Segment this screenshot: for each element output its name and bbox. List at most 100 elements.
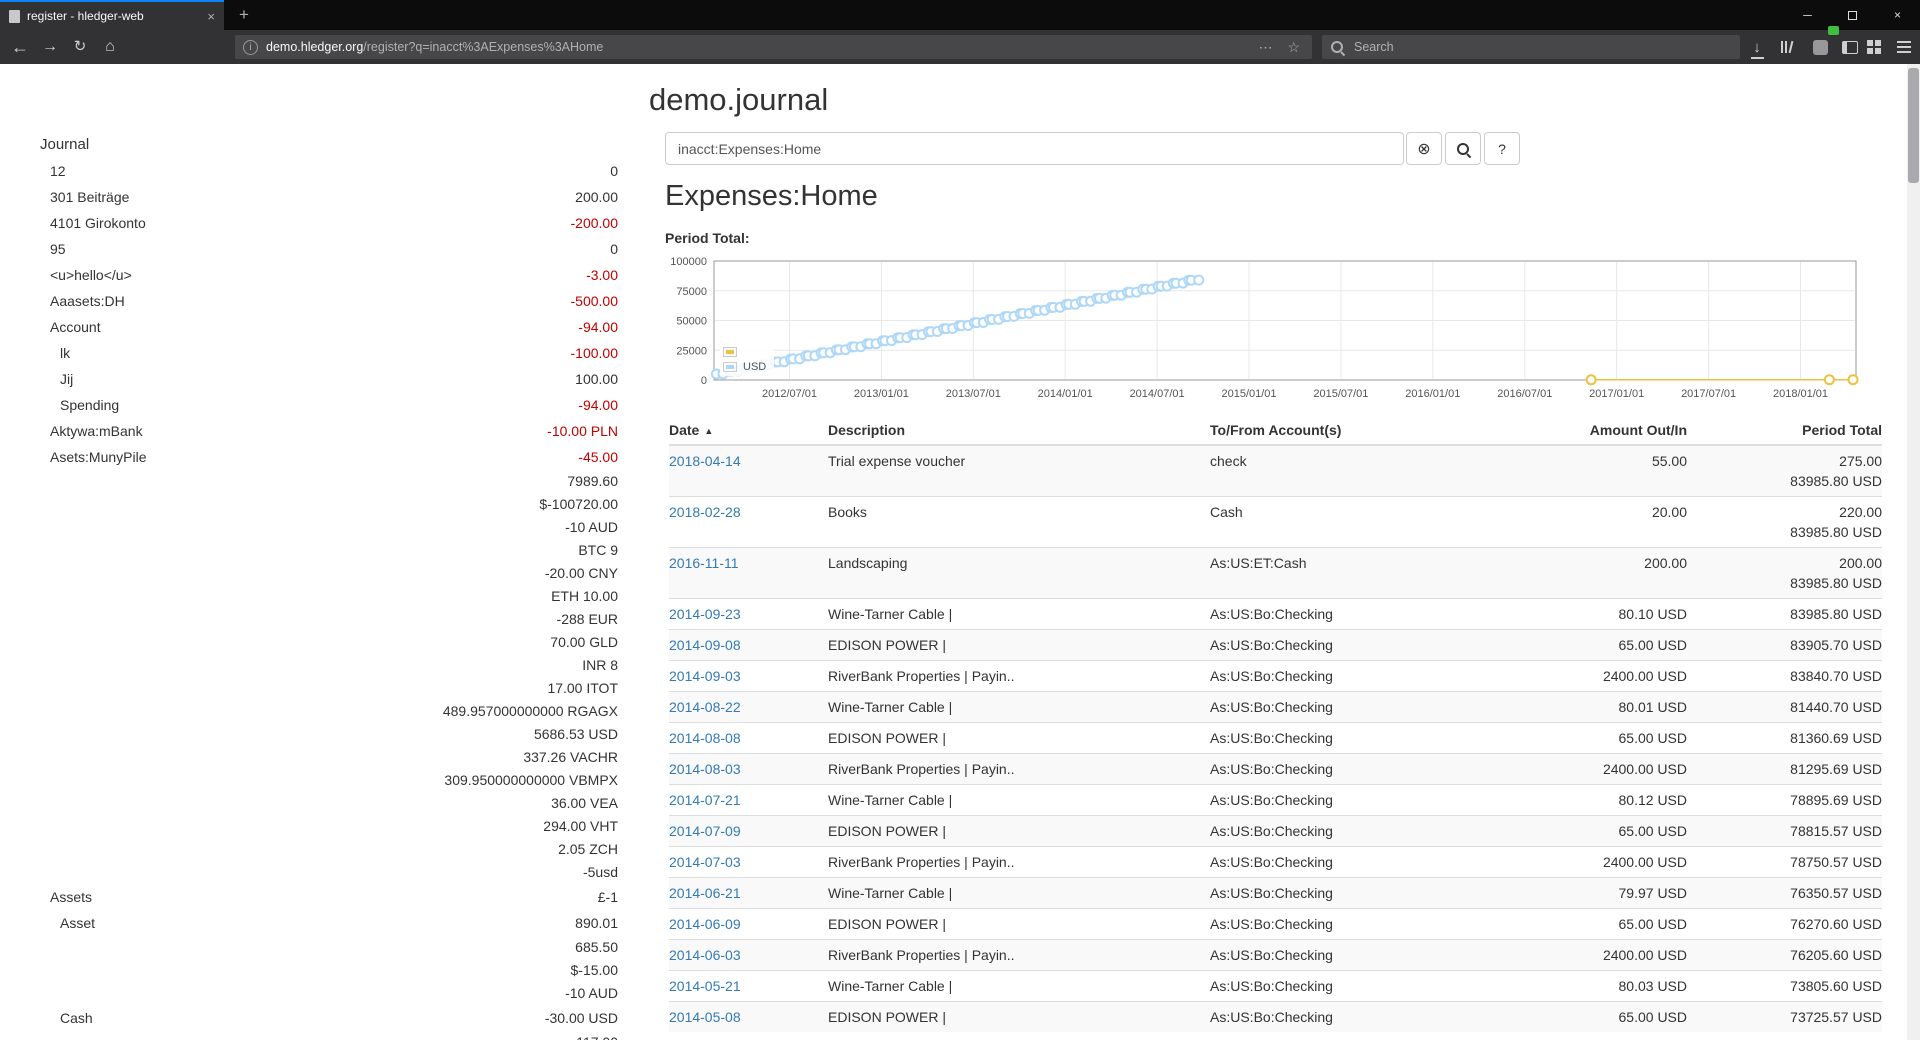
sidebar-account-balance: 0 [610, 163, 618, 179]
sidebar-account-link[interactable]: 301 Beiträge [50, 189, 130, 205]
extension-icon [1812, 39, 1828, 55]
reload-button[interactable]: ↻ [73, 38, 87, 55]
sidebar-account-link[interactable]: <u>hello</u> [50, 267, 132, 283]
register-row: 2014-07-09 EDISON POWER | As:US:Bo:Checkin… [669, 815, 1882, 847]
transaction-date-link[interactable]: 2014-09-08 [669, 637, 741, 653]
chart-canvas: 0 25000 50000 75000 100000 2012/07/01 2013/01/… [670, 256, 1859, 400]
browser-tab[interactable]: register - hledger-web × [0, 0, 224, 30]
sidebar-account-link[interactable]: Assets [50, 889, 93, 905]
transaction-amount: 200.00 [1540, 547, 1687, 599]
downloads-button[interactable]: ↓ [1743, 30, 1771, 64]
tab-title: register - hledger-web [27, 9, 144, 23]
scrollbar-thumb[interactable] [1908, 68, 1919, 183]
transaction-date-link[interactable]: 2018-02-28 [669, 504, 741, 520]
transaction-description: Books [828, 496, 1210, 548]
transaction-date-link[interactable]: 2014-07-09 [669, 823, 741, 839]
menu-button[interactable] [1890, 30, 1918, 64]
bookmark-star-icon[interactable]: ☆ [1287, 38, 1300, 55]
page-actions-icon[interactable]: ⋯ [1258, 38, 1273, 55]
sidebar-account-link[interactable]: Asset [60, 915, 96, 931]
sidebar-account-balance: -94.00 [578, 397, 618, 413]
sidebar-account-link[interactable]: 4101 Girokonto [50, 215, 146, 231]
sidebar-journal-link[interactable]: Journal [40, 136, 90, 153]
transaction-amount: 55.00 [1540, 444, 1687, 497]
period-total: 83840.70 USD [1687, 660, 1882, 692]
sidebar-row: $-100720.00 [40, 493, 618, 516]
sidebar-account-link[interactable]: 12 [50, 163, 66, 179]
window-maximize-button[interactable] [1830, 0, 1875, 30]
page-scrollbar[interactable] [1907, 64, 1920, 1040]
sidebar-account-link[interactable]: Aaasets:DH [50, 293, 125, 309]
transaction-date-link[interactable]: 2014-06-21 [669, 885, 741, 901]
transaction-amount: 2400.00 USD [1540, 939, 1687, 971]
transaction-date-link[interactable]: 2018-04-14 [669, 453, 741, 469]
window-controls: ─ × [1785, 0, 1920, 30]
sidebar-account-balance: -10.00 PLN [547, 423, 618, 439]
sidebar-account-link[interactable]: Aktywa:mBank [50, 423, 143, 439]
sidebar-account-link[interactable]: lk [60, 345, 71, 361]
transaction-date-link[interactable]: 2014-06-09 [669, 916, 741, 932]
url-bar[interactable]: i demo.hledger.org /register?q=inacct%3A… [235, 35, 1312, 59]
library-button[interactable] [1773, 30, 1801, 64]
transaction-date-link[interactable]: 2014-07-03 [669, 854, 741, 870]
home-button[interactable]: ⌂ [105, 38, 115, 55]
sort-ascending-icon: ▲ [704, 426, 714, 436]
window-close-button[interactable]: × [1893, 8, 1901, 22]
window-minimize-button[interactable]: ─ [1803, 8, 1812, 22]
sidebar-account-balance: 7989.60 [567, 473, 618, 489]
transaction-date-link[interactable]: 2014-05-21 [669, 978, 741, 994]
svg-text:2018/01/01: 2018/01/01 [1773, 388, 1828, 400]
help-button[interactable]: ? [1484, 132, 1520, 165]
register-heading: Expenses:Home [665, 180, 878, 212]
sidebar-account-link[interactable]: Jij [60, 371, 74, 387]
clear-query-button[interactable]: ⊗ [1406, 132, 1442, 165]
transaction-amount: 80.10 USD [1540, 598, 1687, 630]
transaction-amount: 79.97 USD [1540, 877, 1687, 909]
search-submit-button[interactable] [1445, 132, 1481, 165]
browser-search-input[interactable] [1352, 39, 1732, 55]
forward-button[interactable]: → [42, 38, 58, 55]
sidebar-account-link[interactable]: Cash [60, 1010, 93, 1026]
back-button[interactable]: ← [11, 37, 29, 57]
transaction-date-link[interactable]: 2014-06-03 [669, 947, 741, 963]
transaction-date-link[interactable]: 2014-08-22 [669, 699, 741, 715]
sidebar-account-link[interactable]: Spending [60, 397, 120, 413]
transaction-date-link[interactable]: 2014-07-21 [669, 792, 741, 808]
sidebar-row: -288 EUR [40, 608, 618, 631]
register-row: 2014-08-22 Wine-Tarner Cable | As:US:Bo:Ch… [669, 691, 1882, 723]
transaction-amount: 2400.00 USD [1540, 660, 1687, 692]
transaction-date-link[interactable]: 2014-05-08 [669, 1009, 741, 1025]
new-tab-button[interactable]: + [239, 5, 249, 24]
register-header-row: Date ▲ Description To/From Account(s) Amount… [669, 416, 1882, 446]
transaction-date-link[interactable]: 2014-09-23 [669, 606, 741, 622]
screenshot-grid-button[interactable] [1864, 30, 1892, 64]
transaction-date-link[interactable]: 2014-08-03 [669, 761, 741, 777]
browser-titlebar: register - hledger-web × + ─ × [0, 0, 1920, 30]
transaction-account: Cash [1210, 496, 1540, 548]
sidebar-account-balance: $-15.00 [570, 962, 618, 978]
period-total: 78815.57 USD [1687, 815, 1882, 847]
sidebar-account-balance: -30.00 USD [544, 1010, 618, 1026]
browser-search-bar[interactable] [1322, 35, 1740, 59]
transaction-date-link[interactable]: 2014-08-08 [669, 730, 741, 746]
period-total-line: 73805.60 USD [1790, 978, 1882, 994]
extension-button[interactable] [1806, 26, 1839, 64]
sidebar-account-link[interactable]: 95 [50, 241, 66, 257]
query-input[interactable] [665, 132, 1404, 165]
sidebar-row: 685.50 [40, 936, 618, 959]
sidebar-account-link[interactable]: Account [50, 319, 101, 335]
transaction-date-link[interactable]: 2016-11-11 [669, 555, 739, 571]
transaction-date-link[interactable]: 2014-09-03 [669, 668, 741, 684]
register-column-header[interactable]: Date ▲ [669, 416, 828, 446]
transaction-description: Wine-Tarner Cable | [828, 691, 1210, 723]
sidebar-toggle-button[interactable] [1836, 30, 1864, 64]
site-info-icon[interactable]: i [243, 39, 258, 55]
transaction-account: As:US:Bo:Checking [1210, 784, 1540, 816]
svg-text:50000: 50000 [676, 316, 707, 328]
svg-text:2015/07/01: 2015/07/01 [1313, 388, 1368, 400]
register-row: 2018-04-14 Trial expense voucher check 55.0… [669, 444, 1882, 497]
transaction-account: As:US:Bo:Checking [1210, 691, 1540, 723]
period-total: 81295.69 USD [1687, 753, 1882, 785]
tab-close-icon[interactable]: × [207, 8, 215, 24]
sidebar-account-link[interactable]: Asets:MunyPile [50, 449, 147, 465]
